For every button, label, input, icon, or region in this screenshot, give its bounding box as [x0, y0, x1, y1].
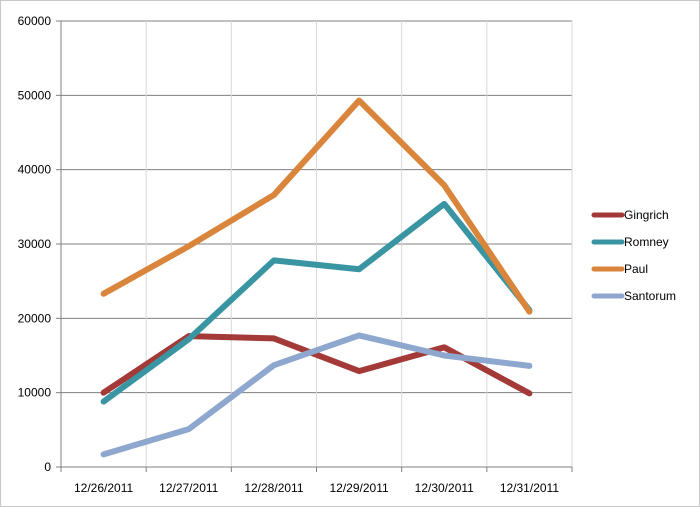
axes: 0 10000 20000 30000 40000 50000 60000 12/26/201…	[18, 14, 573, 495]
x-tick-label: 12/29/2011	[329, 481, 388, 495]
x-tick-label: 12/27/2011	[159, 481, 218, 495]
x-tick-label: 12/30/2011	[415, 481, 474, 495]
x-tick-label: 12/26/2011	[74, 481, 133, 495]
y-tick-label: 20000	[18, 311, 52, 325]
y-tick-label: 10000	[18, 386, 52, 400]
legend-label-santorum: Santorum	[624, 289, 676, 303]
legend-label-paul: Paul	[624, 262, 648, 276]
legend: Gingrich Romney Paul Santorum	[591, 208, 676, 303]
legend-label-gingrich: Gingrich	[624, 208, 669, 222]
x-tick-label: 12/28/2011	[244, 481, 303, 495]
y-tick-label: 60000	[18, 14, 52, 28]
legend-label-romney: Romney	[624, 235, 669, 249]
series-line-santorum	[100, 332, 533, 458]
y-tick-label: 30000	[18, 237, 52, 251]
y-tick-label: 0	[44, 460, 51, 474]
series-line-paul	[100, 97, 533, 315]
y-tick-label: 40000	[18, 163, 52, 177]
x-tick-label: 12/31/2011	[500, 481, 559, 495]
series-line-romney	[100, 200, 533, 405]
y-tick-label: 50000	[18, 88, 52, 102]
grid	[61, 20, 573, 467]
series-lines	[100, 97, 533, 458]
